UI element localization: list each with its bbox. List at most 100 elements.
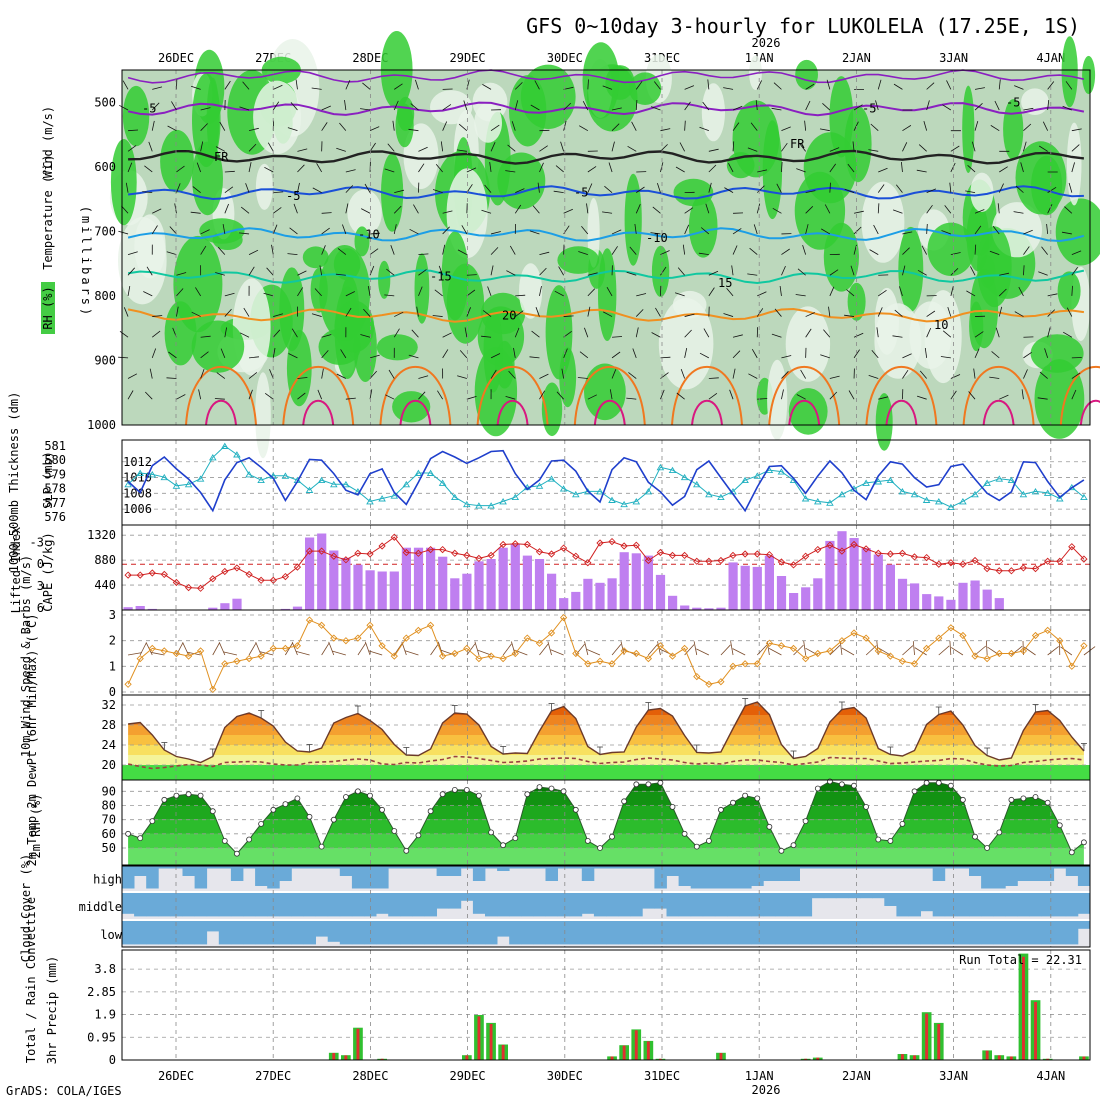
wind-barb — [176, 183, 181, 193]
cloud-cell — [678, 866, 692, 886]
surface-contour — [205, 399, 237, 426]
thickness-point — [414, 469, 423, 476]
wind10-point — [814, 649, 822, 658]
rh-shade — [767, 359, 788, 441]
wind-barb — [684, 207, 694, 214]
wind10-point — [451, 649, 459, 658]
wind10-point — [1031, 631, 1040, 640]
wind-barb — [1023, 123, 1032, 131]
wind-barb — [1071, 372, 1081, 379]
rh-shade — [206, 77, 220, 158]
wind-barb — [684, 313, 695, 317]
thickness-point — [281, 472, 290, 479]
wind10-point — [668, 652, 677, 660]
wind10-barb — [986, 640, 988, 656]
wind-barb — [750, 122, 758, 131]
cloud-cell — [823, 893, 837, 899]
precip-convective-bar — [804, 1058, 808, 1060]
wind-barb — [125, 182, 129, 193]
wind-barb — [297, 182, 300, 193]
cloud-cell — [460, 866, 474, 869]
rh-point — [609, 833, 615, 840]
cloud-cell — [218, 921, 232, 945]
wind10-barb — [586, 649, 601, 656]
year-label-bottom: 2026 — [752, 1083, 781, 1097]
wind-barb — [822, 103, 831, 111]
cloud-cell — [557, 893, 571, 917]
wind-barb — [482, 84, 492, 90]
wind-barb — [829, 147, 840, 152]
isotherm-label: -10 — [646, 231, 668, 245]
thickness-point — [511, 493, 520, 501]
cape-bar — [450, 578, 460, 610]
wind-barb — [513, 347, 516, 358]
rh-legend-swatch — [41, 282, 55, 334]
cloud-cell — [436, 921, 450, 945]
cloud-cell — [714, 921, 728, 945]
wind-barb — [385, 394, 395, 400]
cloud-cell — [545, 893, 558, 917]
wind-barb — [345, 203, 349, 214]
li-point — [172, 578, 181, 587]
wind-barb — [974, 244, 977, 255]
cape-bar — [571, 591, 581, 610]
wind-barb — [561, 368, 565, 379]
wind-barb — [345, 185, 354, 193]
wind-barb — [675, 166, 685, 173]
cloud-cell — [1005, 893, 1018, 917]
wind-barb — [781, 142, 788, 152]
wind-barb — [224, 80, 231, 90]
cloud-cell — [787, 921, 800, 945]
wind10-barb — [368, 650, 383, 656]
wind-barb — [505, 170, 516, 173]
wind-barb — [950, 374, 961, 379]
wind-barb — [940, 356, 951, 359]
wind-barb — [579, 125, 589, 132]
date-label: 1JAN — [745, 1069, 774, 1083]
pressure-tick-label: 1000 — [87, 418, 116, 432]
temp-band — [128, 725, 1084, 735]
cloud-cell — [521, 921, 534, 945]
wind-barb — [393, 224, 397, 235]
cloud-cell — [775, 921, 788, 945]
wind-barb — [877, 203, 880, 214]
thickness-point — [1031, 488, 1040, 495]
thickness-point — [886, 476, 895, 484]
wind-barb — [507, 144, 516, 152]
wind-barb — [805, 312, 815, 317]
precip-convective-bar — [816, 1057, 820, 1060]
wind-barb — [224, 308, 232, 317]
wind-barb — [635, 309, 644, 317]
wind-barb — [248, 127, 259, 132]
cloud-cell — [932, 866, 946, 881]
rh-shade — [381, 153, 404, 232]
rh-shade — [785, 306, 831, 382]
wind-barb — [127, 390, 134, 400]
li-point — [910, 553, 919, 561]
cloud-cell — [642, 866, 655, 869]
wind-barb — [321, 227, 330, 235]
cloud-cell — [969, 921, 982, 945]
wind-barb — [442, 332, 452, 338]
cloud-cell — [727, 893, 740, 917]
cloud-cell — [860, 893, 873, 899]
rh-point — [560, 788, 567, 795]
wind-barb — [657, 182, 661, 193]
cloud-cell — [170, 866, 183, 869]
wind-barb — [239, 232, 250, 235]
thickness-point — [717, 493, 725, 501]
wind10-barb — [550, 649, 564, 656]
cloud-cell — [485, 866, 498, 869]
thickness-point — [777, 468, 786, 475]
wind-barb — [360, 334, 371, 338]
wind-barb — [143, 291, 153, 297]
wind-barb — [781, 371, 789, 379]
wind10-point — [184, 652, 193, 660]
cloud-cell — [787, 893, 800, 917]
cloud-cell — [267, 893, 280, 917]
cloud-cell — [497, 866, 510, 871]
li-point — [693, 557, 701, 565]
cloud-cell — [279, 921, 292, 945]
wind10-point — [269, 644, 277, 653]
wind-barb — [146, 266, 153, 276]
